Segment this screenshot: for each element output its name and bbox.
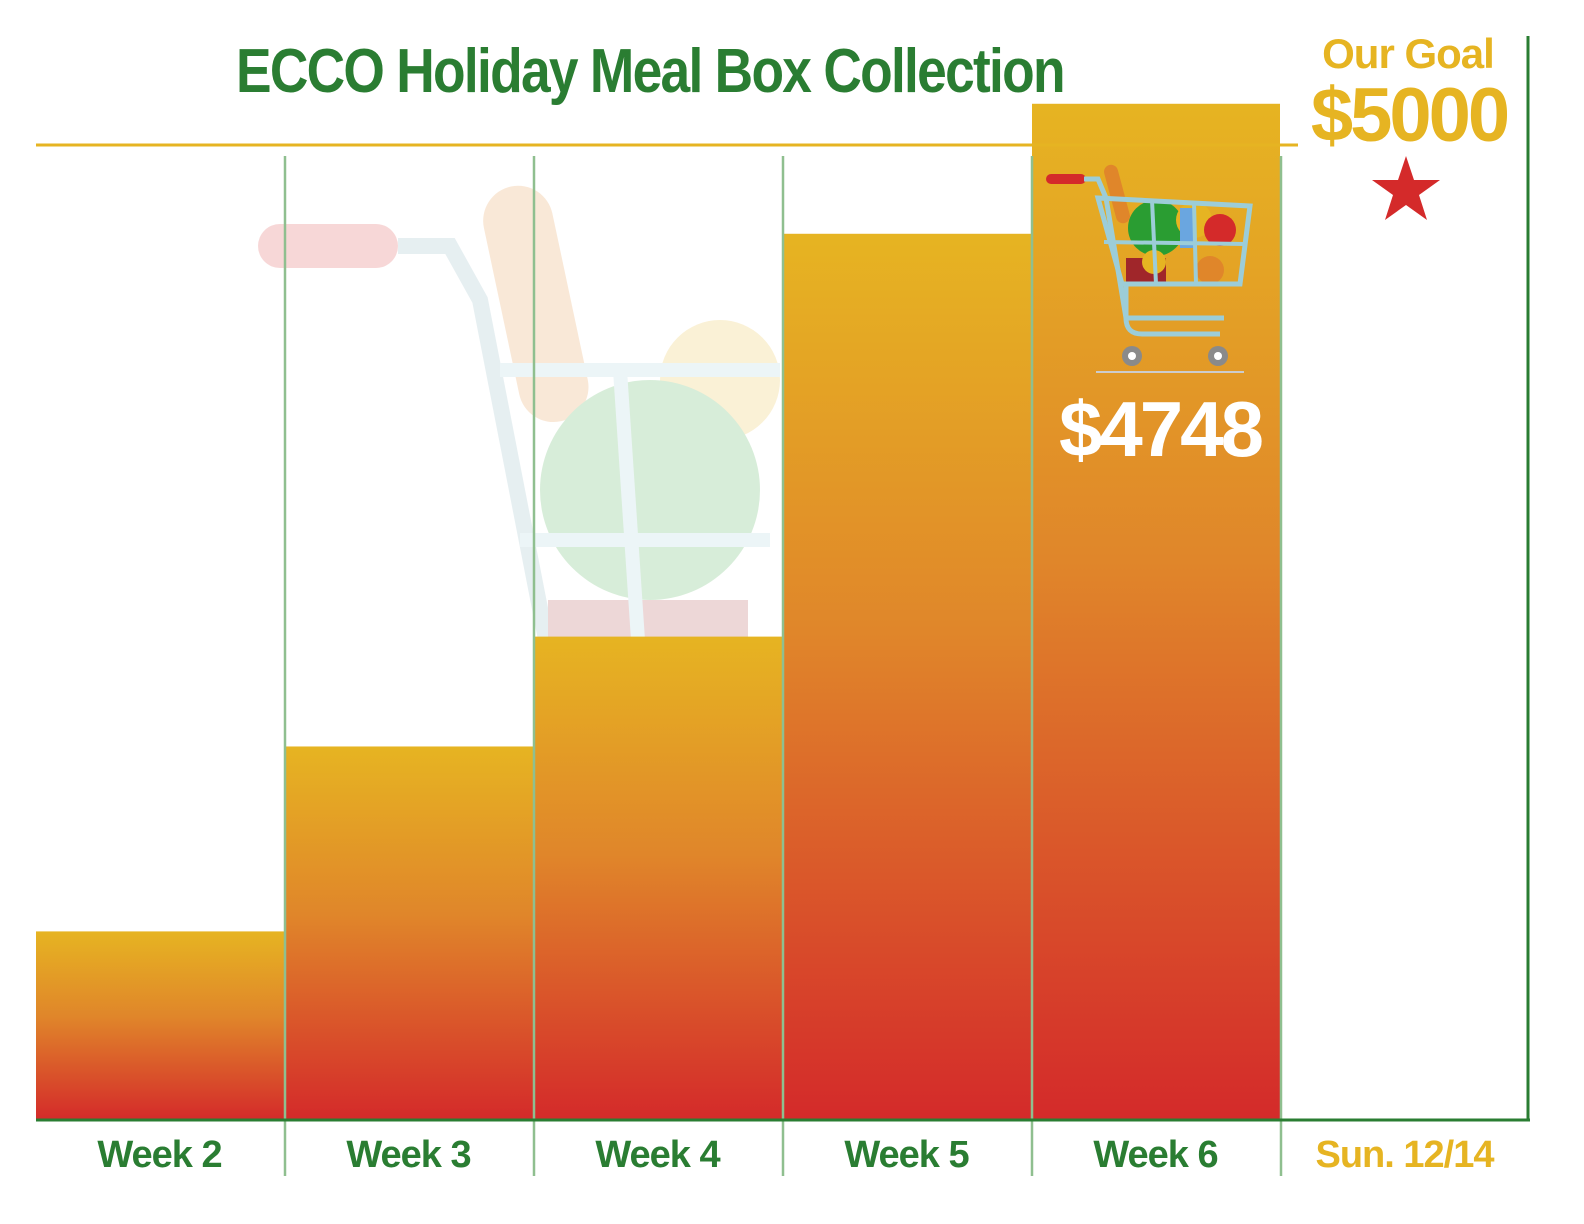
x-tick-label: Sun. 12/14 [1315, 1134, 1495, 1176]
goal-amount: $5000 [1310, 73, 1510, 158]
bar-week-2 [36, 931, 284, 1120]
x-tick-label: Week 3 [346, 1134, 471, 1176]
x-tick-label: Week 5 [844, 1134, 969, 1176]
bar-week-5 [783, 233, 1031, 1121]
star-icon [1372, 156, 1440, 220]
x-tick-label: Week 2 [97, 1134, 222, 1176]
x-tick-label: Week 6 [1093, 1134, 1218, 1176]
x-tick-label: Week 4 [595, 1134, 720, 1176]
faded-cart-watermark [258, 185, 780, 671]
chart-title: ECCO Holiday Meal Box Collection [236, 37, 1066, 106]
data-label-week-6: $4748 [1059, 385, 1264, 473]
bar-week-4 [534, 636, 782, 1120]
shopping-cart-icon [1046, 164, 1253, 373]
bar-week-3 [285, 746, 533, 1120]
goal-label: Our Goal [1322, 30, 1495, 77]
